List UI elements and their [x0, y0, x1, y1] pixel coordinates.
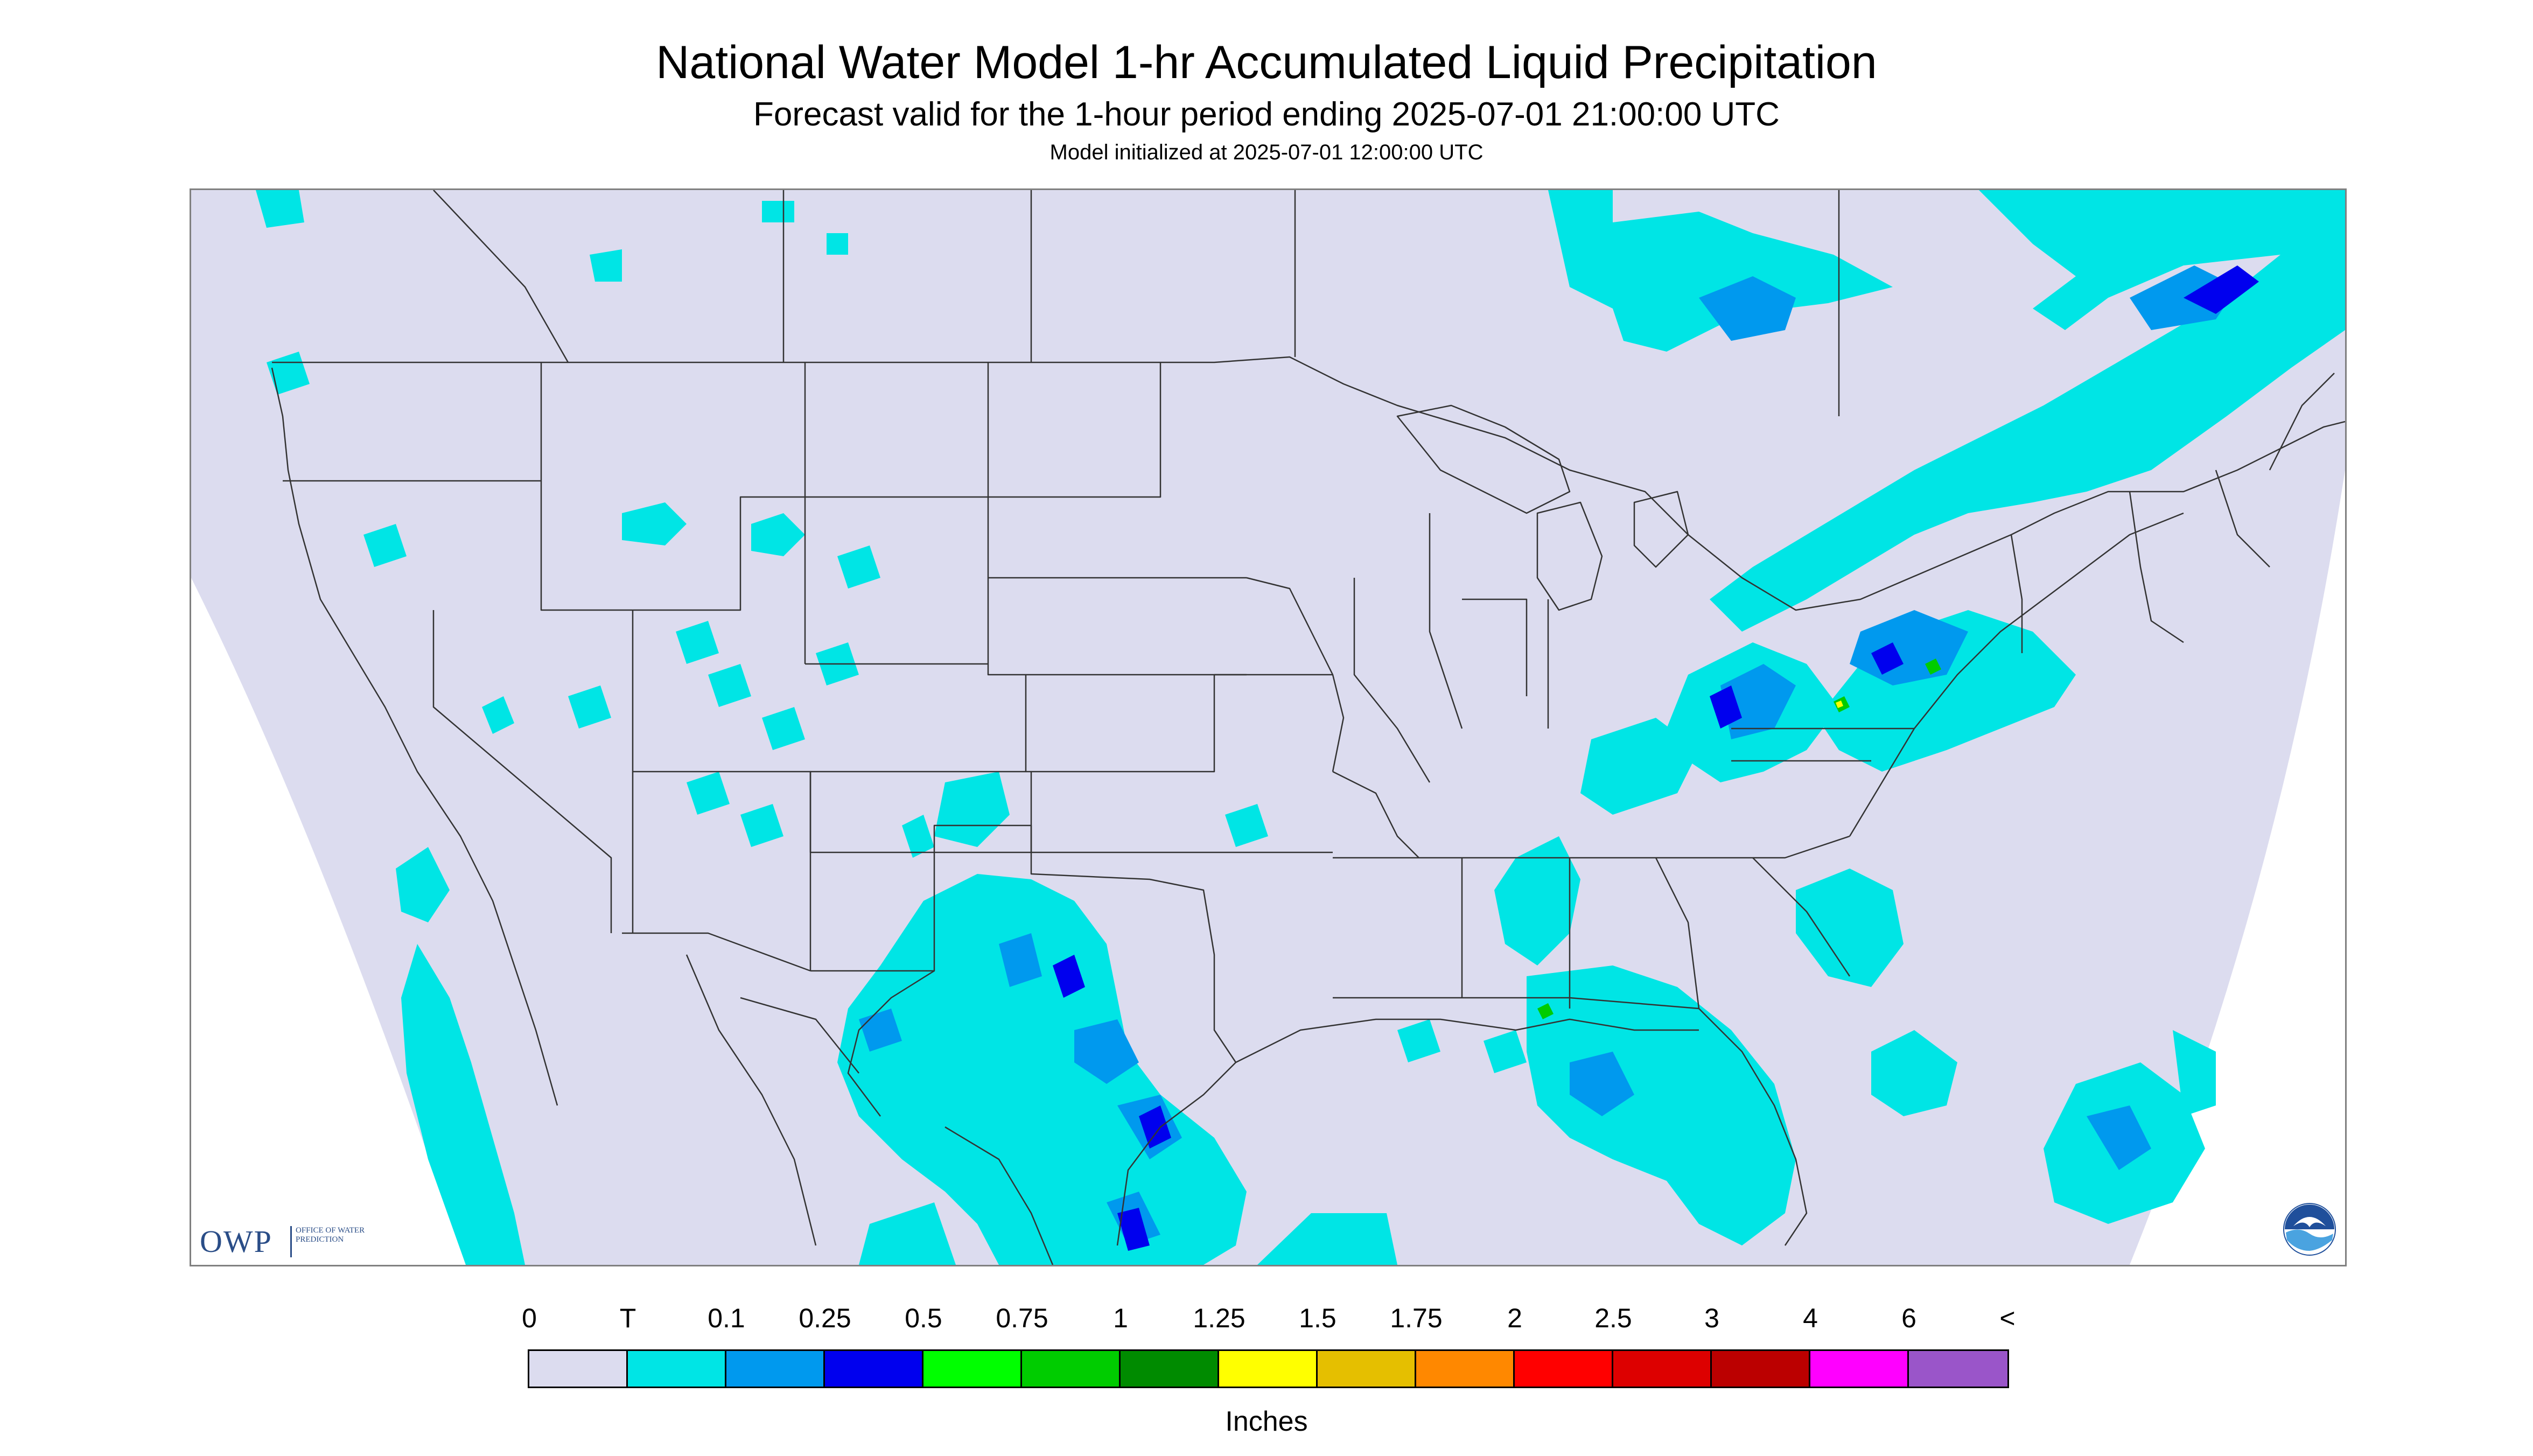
legend-swatch: [1219, 1351, 1318, 1387]
owp-logo: OWP OFFICE OF WATER PREDICTION: [200, 1223, 372, 1261]
legend-tick-label: 6: [1901, 1303, 1916, 1333]
legend-swatch: [726, 1351, 825, 1387]
legend-tick-label: 1.75: [1390, 1303, 1443, 1333]
legend-tick-label: 1.25: [1193, 1303, 1245, 1333]
legend-tick-label: <: [1999, 1303, 2016, 1333]
precip-moderate-areas: [1053, 265, 2259, 1251]
legend-tick-label: 3: [1704, 1303, 1719, 1333]
map-canvas: [191, 190, 2345, 1265]
legend-tick-label: 0.75: [996, 1303, 1048, 1333]
legend-tick-label: T: [619, 1303, 636, 1333]
precip-trace-areas: [256, 190, 2345, 1265]
owp-logo-divider: [290, 1226, 292, 1257]
legend-swatch: [923, 1351, 1022, 1387]
model-init-text: Model initialized at 2025-07-01 12:00:00…: [1049, 141, 1484, 164]
legend-swatch: [1515, 1351, 1613, 1387]
legend-tick-label: 2.5: [1594, 1303, 1632, 1333]
legend-tick-label: 1.5: [1299, 1303, 1337, 1333]
legend-swatch: [1121, 1351, 1219, 1387]
legend-tick-label: 0.5: [905, 1303, 942, 1333]
legend-units: Inches: [1225, 1406, 1308, 1437]
legend-swatch: [1022, 1351, 1121, 1387]
legend-tick-label: 1: [1113, 1303, 1128, 1333]
legend-swatch: [1318, 1351, 1416, 1387]
legend-swatch: [1909, 1351, 2007, 1387]
political-borders: [271, 190, 2345, 1265]
precipitation-map: OWP OFFICE OF WATER PREDICTION: [190, 188, 2347, 1266]
noaa-logo: [2283, 1203, 2336, 1256]
map-domain: [191, 190, 2345, 1265]
legend-swatch: [1613, 1351, 1712, 1387]
owp-logo-text: OFFICE OF WATER PREDICTION: [296, 1226, 365, 1244]
legend-swatch: [1712, 1351, 1810, 1387]
precip-very-heavy-areas: [1836, 701, 1843, 708]
page-title: National Water Model 1-hr Accumulated Li…: [656, 37, 1877, 88]
precip-heavy-areas: [1537, 659, 1941, 1019]
legend-tick-label: 2: [1507, 1303, 1522, 1333]
legend-swatch: [628, 1351, 726, 1387]
legend-swatch: [825, 1351, 923, 1387]
legend-tick-label: 0: [522, 1303, 537, 1333]
legend-colorbar: [528, 1349, 2009, 1388]
legend-swatch: [1810, 1351, 1909, 1387]
legend-tick-label: 0.1: [708, 1303, 745, 1333]
legend-swatch: [1416, 1351, 1515, 1387]
legend-labels: 0 T 0.1 0.25 0.5 0.75 1 1.25 1.5 1.75 2 2.5 3 4 6 <: [0, 1302, 2533, 1334]
legend-tick-label: 0.25: [799, 1303, 851, 1333]
legend-swatch: [529, 1351, 628, 1387]
forecast-valid-subtitle: Forecast valid for the 1-hour period end…: [753, 96, 1780, 133]
legend-tick-label: 4: [1803, 1303, 1818, 1333]
owp-logo-letters: OWP: [200, 1224, 272, 1259]
